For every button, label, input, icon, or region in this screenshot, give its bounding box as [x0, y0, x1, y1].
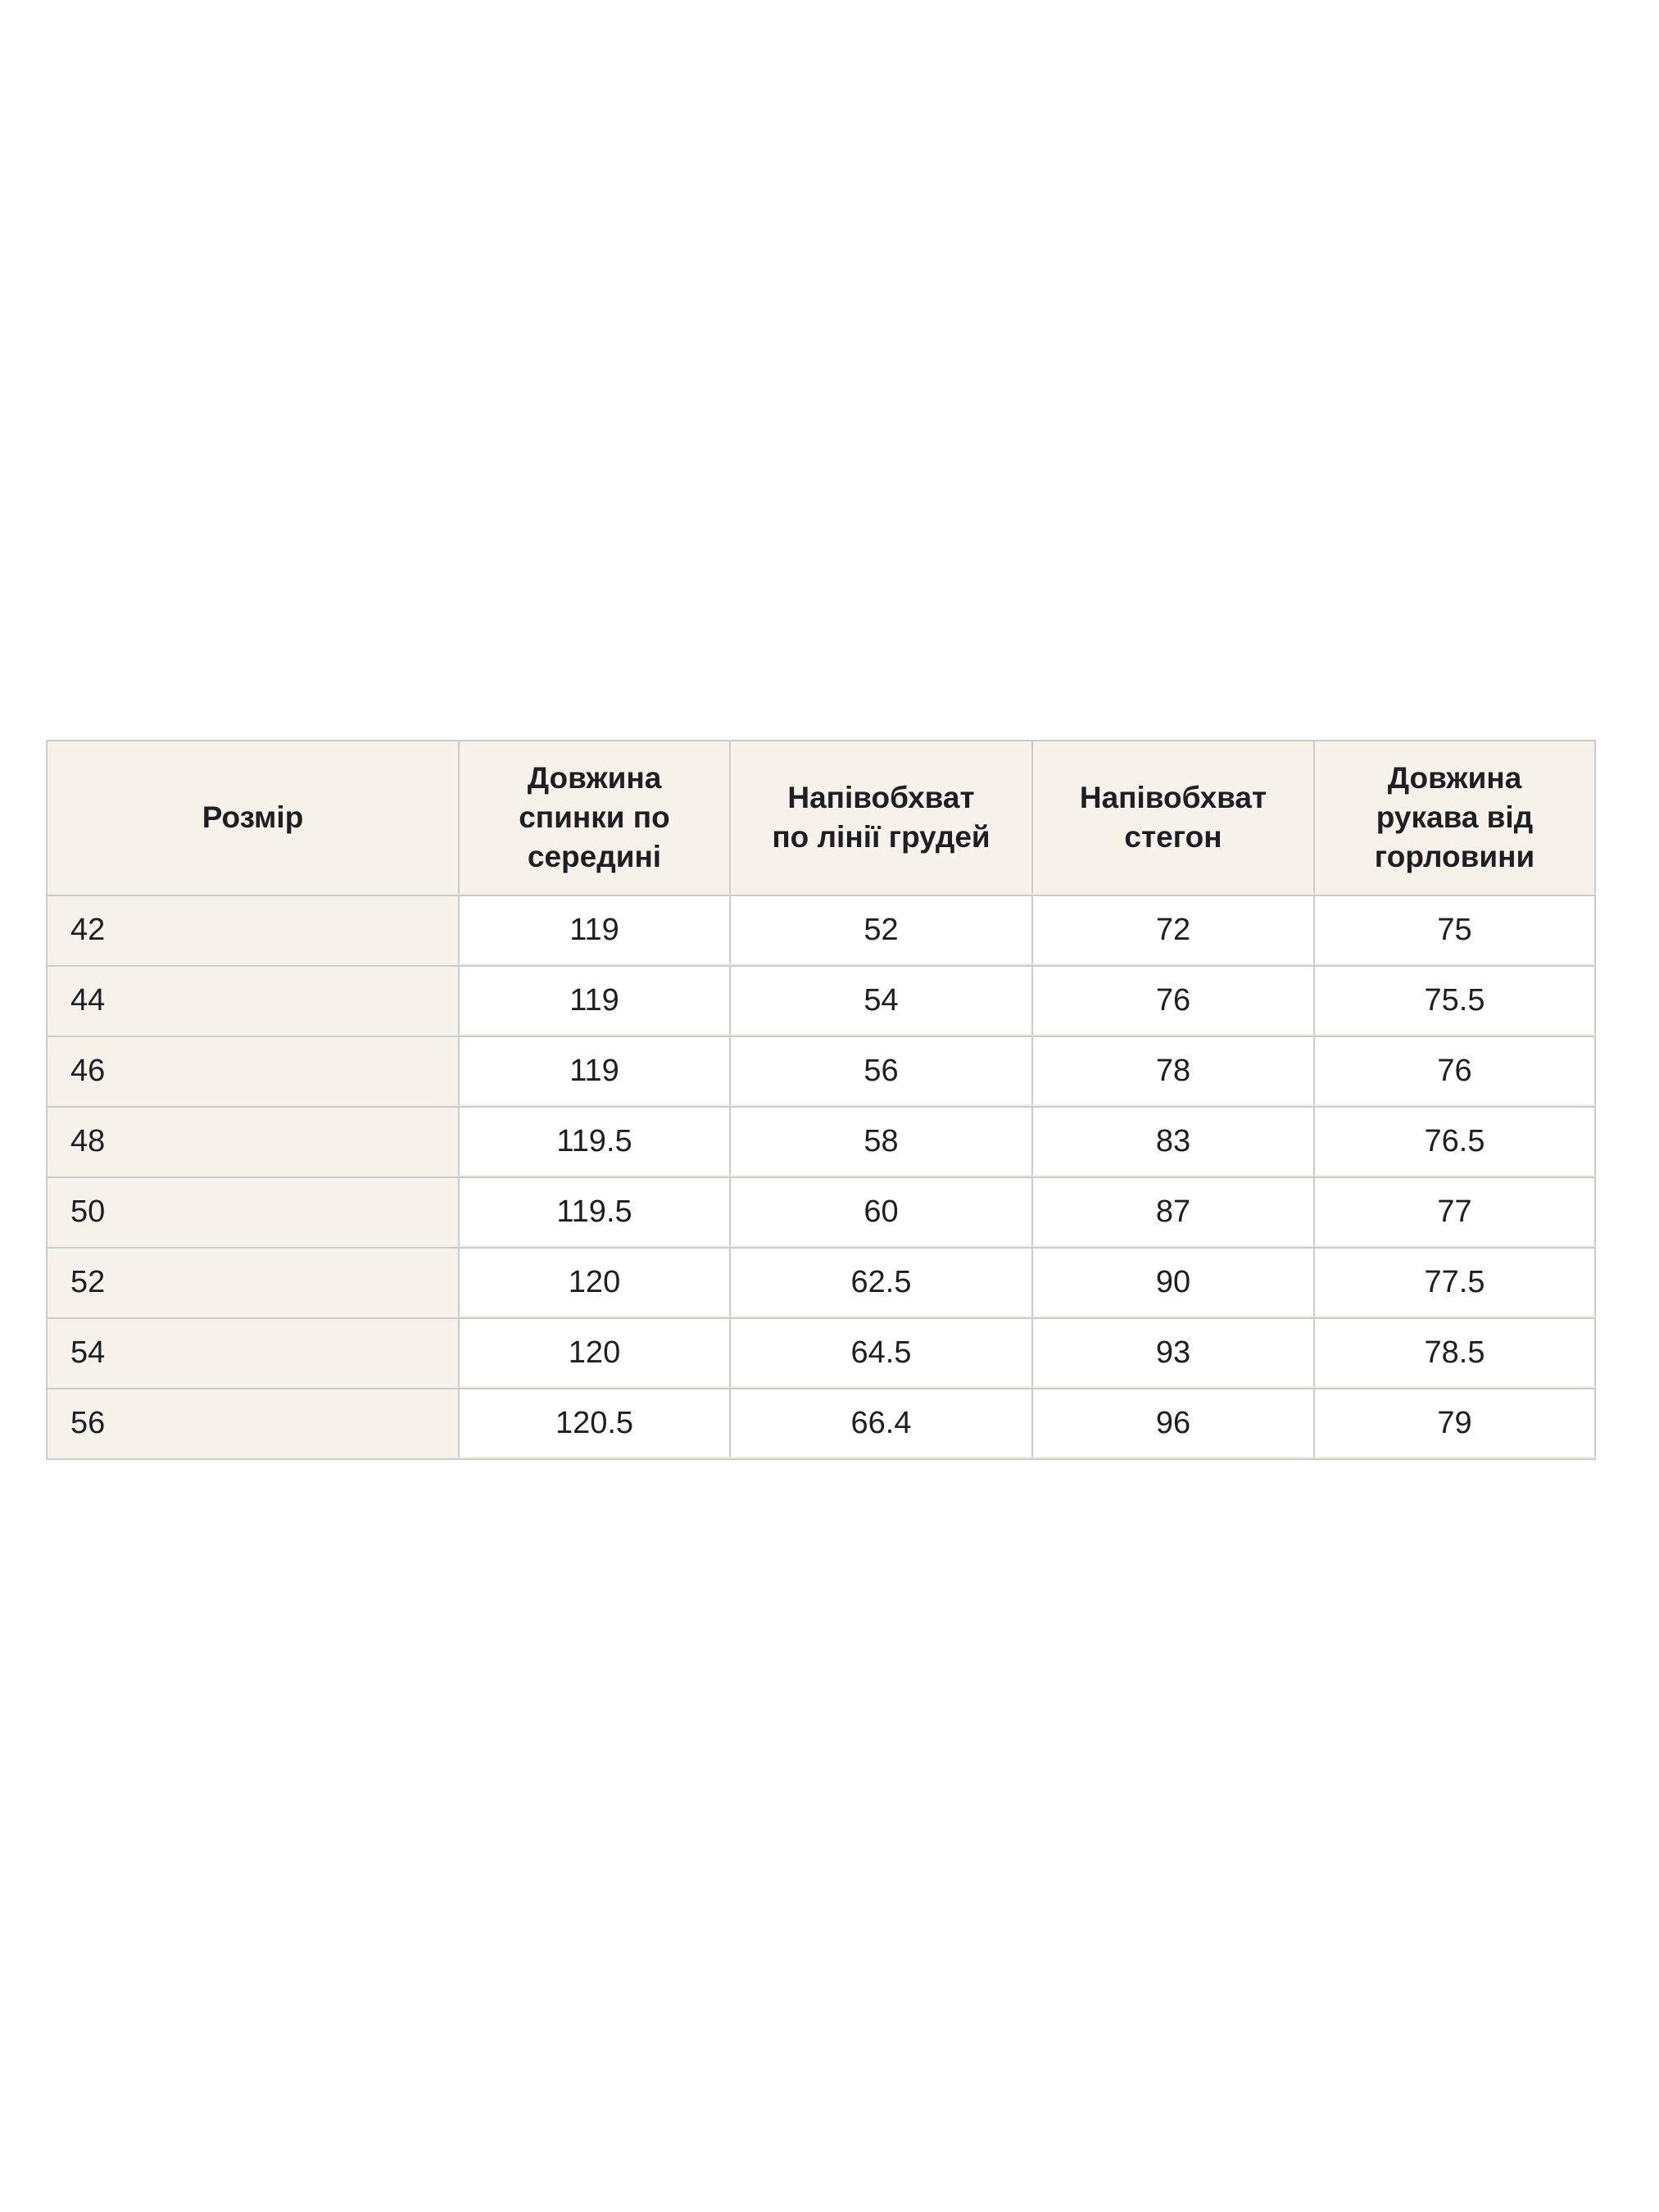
size-cell: 44	[48, 965, 460, 1036]
size-cell: 50	[48, 1176, 460, 1247]
column-header-1: Довжина спинки по середині	[460, 740, 731, 895]
measurement-cell: 119.5	[460, 1106, 731, 1176]
size-cell: 54	[48, 1317, 460, 1388]
measurement-cell: 119	[460, 1036, 731, 1106]
measurement-cell: 62.5	[731, 1247, 1033, 1317]
measurement-cell: 119	[460, 965, 731, 1036]
measurement-cell: 52	[731, 895, 1033, 965]
table-row-size-56: 56 120.5 66.4 96 79	[48, 1388, 1596, 1458]
measurement-cell: 120.5	[460, 1388, 731, 1458]
measurement-cell: 79	[1315, 1388, 1596, 1458]
table-row-size-44: 44 119 54 76 75.5	[48, 965, 1596, 1036]
measurement-cell: 87	[1033, 1176, 1315, 1247]
measurement-cell: 58	[731, 1106, 1033, 1176]
measurement-cell: 75	[1315, 895, 1596, 965]
table-row-size-54: 54 120 64.5 93 78.5	[48, 1317, 1596, 1388]
table-row-size-42: 42 119 52 72 75	[48, 895, 1596, 965]
size-table: Розмір Довжина спинки по середині Напівобх…	[46, 740, 1596, 1460]
measurement-cell: 119	[460, 895, 731, 965]
column-header-2: Напівобхват по лінії грудей	[731, 740, 1033, 895]
column-header-0: Розмір	[48, 740, 460, 895]
measurement-cell: 54	[731, 965, 1033, 1036]
measurement-cell: 90	[1033, 1247, 1315, 1317]
measurement-cell: 75.5	[1315, 965, 1596, 1036]
measurement-cell: 119.5	[460, 1176, 731, 1247]
column-header-3: Напівобхват стегон	[1033, 740, 1315, 895]
table-row-size-50: 50 119.5 60 87 77	[48, 1176, 1596, 1247]
measurement-cell: 120	[460, 1247, 731, 1317]
measurement-cell: 76	[1315, 1036, 1596, 1106]
measurement-cell: 76.5	[1315, 1106, 1596, 1176]
measurement-cell: 77.5	[1315, 1247, 1596, 1317]
measurement-cell: 83	[1033, 1106, 1315, 1176]
size-cell: 52	[48, 1247, 460, 1317]
measurement-cell: 60	[731, 1176, 1033, 1247]
table-row-size-48: 48 119.5 58 83 76.5	[48, 1106, 1596, 1176]
size-cell: 56	[48, 1388, 460, 1458]
header-row: Розмір Довжина спинки по середині Напівобх…	[48, 740, 1596, 895]
measurement-cell: 96	[1033, 1388, 1315, 1458]
measurement-cell: 78	[1033, 1036, 1315, 1106]
measurement-cell: 120	[460, 1317, 731, 1388]
measurement-cell: 72	[1033, 895, 1315, 965]
size-cell: 42	[48, 895, 460, 965]
measurement-cell: 78.5	[1315, 1317, 1596, 1388]
column-header-4: Довжина рукава від горловини	[1315, 740, 1596, 895]
measurement-cell: 64.5	[731, 1317, 1033, 1388]
measurement-cell: 77	[1315, 1176, 1596, 1247]
size-cell: 48	[48, 1106, 460, 1176]
size-cell: 46	[48, 1036, 460, 1106]
table-row-size-52: 52 120 62.5 90 77.5	[48, 1247, 1596, 1317]
measurement-cell: 76	[1033, 965, 1315, 1036]
table-row-size-46: 46 119 56 78 76	[48, 1036, 1596, 1106]
measurement-cell: 93	[1033, 1317, 1315, 1388]
measurement-cell: 56	[731, 1036, 1033, 1106]
measurement-cell: 66.4	[731, 1388, 1033, 1458]
